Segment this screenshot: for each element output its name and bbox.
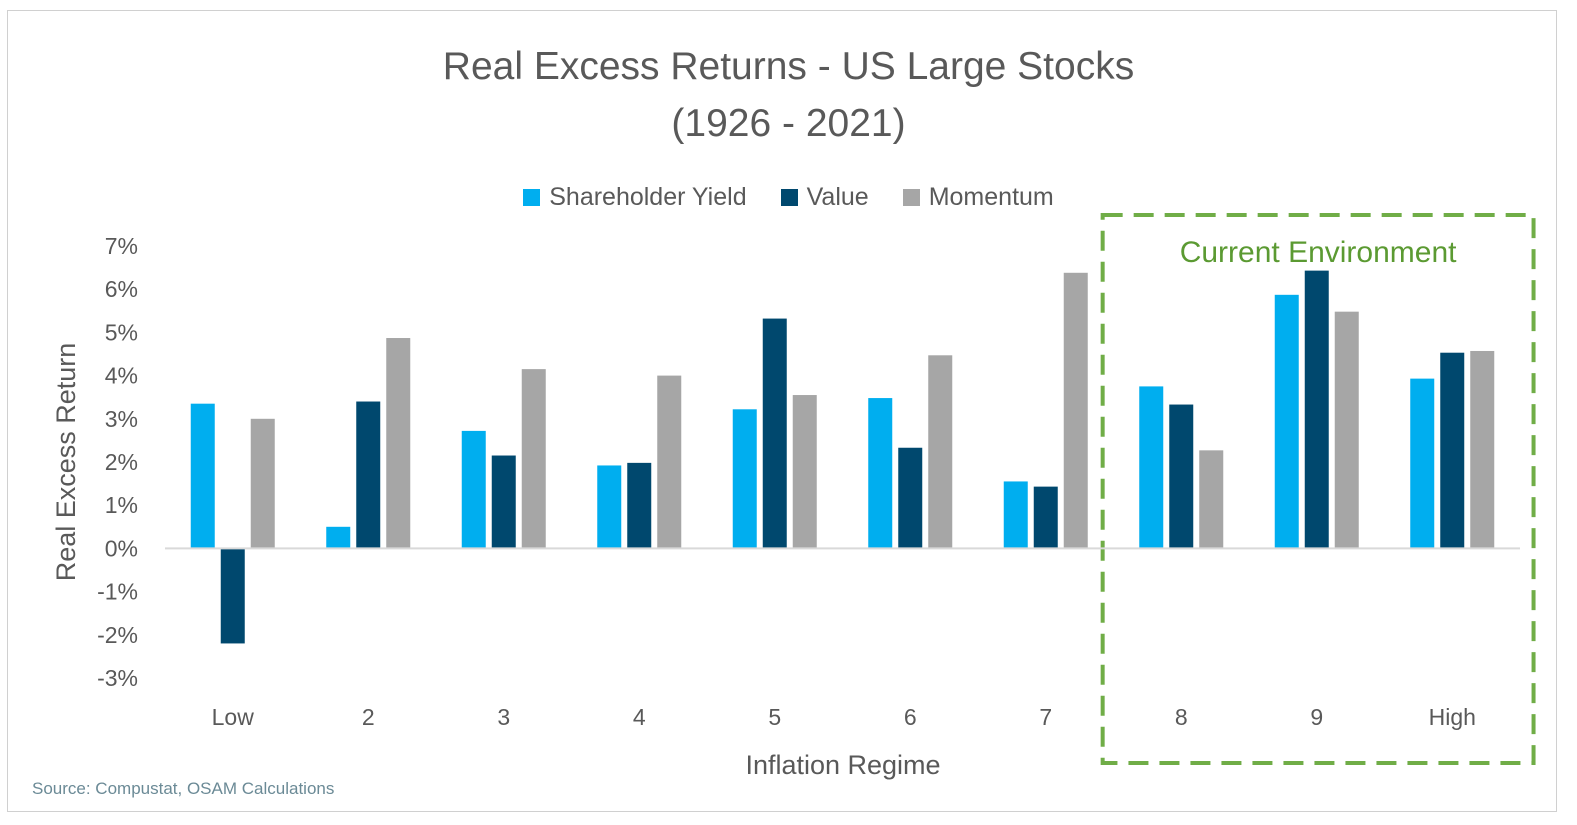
legend-label-momentum: Momentum [928,183,1054,211]
bar-shareholder-yield [1139,386,1164,549]
y-tick-label: 4% [105,363,138,389]
chart-legend: Shareholder Yield Value Momentum [0,183,1577,212]
bar-momentum [657,375,682,549]
x-tick-label: 5 [768,704,781,730]
y-tick-label: -2% [97,622,138,648]
bar-momentum [386,338,411,549]
legend-item-shareholder-yield: Shareholder Yield [523,183,747,212]
chart-title-line2: (1926 - 2021) [671,102,906,145]
x-tick-label: Low [212,704,255,730]
bar-momentum [1334,311,1359,549]
chart-title-line1: Real Excess Returns - US Large Stocks [442,45,1135,88]
bar-value [1304,270,1329,549]
legend-swatch-value [780,189,798,206]
highlight-box-label: Current Environment [1180,236,1457,269]
bar-shareholder-yield [461,430,486,549]
source-note: Source: Compustat, OSAM Calculations [32,779,335,798]
bar-value [220,548,245,644]
bar-momentum [928,355,953,549]
bar-value [491,455,516,549]
x-tick-label: 9 [1310,704,1323,730]
bar-shareholder-yield [597,465,622,549]
bar-value [1440,352,1465,549]
bar-shareholder-yield [732,409,757,549]
y-tick-label: 6% [105,276,138,302]
bar-shareholder-yield [326,526,351,549]
bar-value [1169,404,1194,549]
y-axis-title: Real Excess Return [51,343,81,582]
bar-momentum [1199,450,1224,549]
bar-momentum [521,369,546,549]
y-tick-label: 5% [105,319,138,345]
bar-value [356,401,381,549]
x-axis-title: Inflation Regime [745,750,940,780]
bar-momentum [1470,350,1495,549]
chart-title: Real Excess Returns - US Large Stocks (1… [0,38,1577,152]
bar-value [762,318,787,549]
bar-momentum [250,418,275,549]
legend-item-momentum: Momentum [902,183,1054,212]
bar-value [898,447,923,549]
bar-momentum [1063,272,1088,549]
legend-item-value: Value [780,183,869,212]
y-tick-label: 0% [105,535,138,561]
bar-shareholder-yield [1410,378,1435,549]
y-tick-label: -3% [97,665,138,691]
legend-label-shareholder-yield: Shareholder Yield [549,183,747,211]
y-tick-label: 1% [105,492,138,518]
bar-shareholder-yield [1274,294,1299,549]
x-tick-label: 8 [1175,704,1188,730]
x-tick-label: 2 [362,704,375,730]
legend-swatch-shareholder-yield [523,189,541,206]
legend-label-value: Value [806,183,869,211]
y-tick-label: 3% [105,406,138,432]
y-tick-label: 2% [105,449,138,475]
bar-value [1033,486,1058,549]
chart-frame [7,10,1557,812]
y-tick-label: -1% [97,579,138,605]
bar-shareholder-yield [1003,481,1028,549]
x-tick-label: 3 [497,704,510,730]
bar-shareholder-yield [868,398,893,549]
bar-momentum [792,395,817,549]
highlight-box [1100,213,1536,765]
legend-swatch-momentum [902,189,920,206]
x-tick-label: 6 [904,704,917,730]
x-tick-label: High [1429,704,1476,730]
x-tick-label: 7 [1039,704,1052,730]
bar-shareholder-yield [190,403,215,549]
x-tick-label: 4 [633,704,646,730]
bar-value [627,462,652,549]
y-tick-label: 7% [105,233,138,259]
